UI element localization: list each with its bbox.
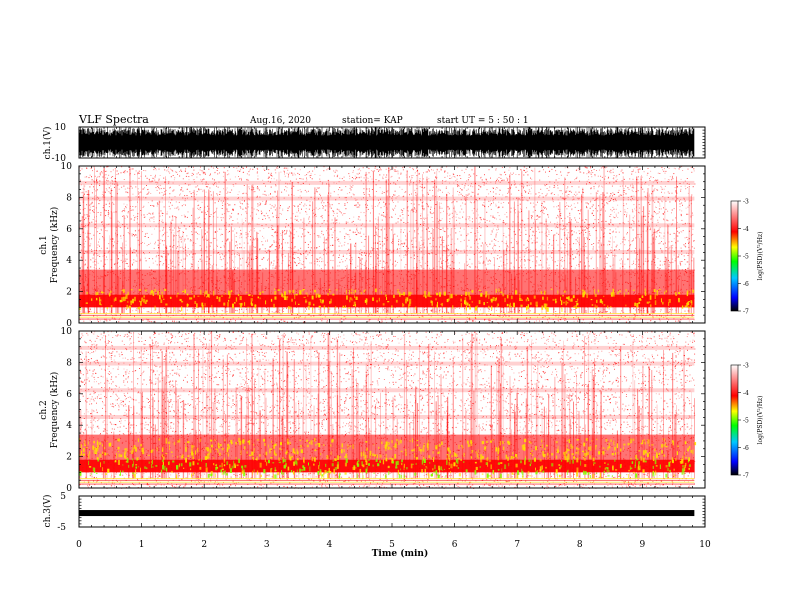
colorbar-tick-label: -6: [743, 445, 749, 452]
colorbar-tick-label: -7: [743, 309, 749, 316]
x-tick-label: 2: [201, 540, 207, 550]
frequency-tick-label: 6: [66, 225, 72, 235]
x-tick-label: 7: [514, 540, 520, 550]
colorbar-tick-label: -3: [743, 199, 749, 206]
frequency-tick-label: 0: [66, 484, 72, 494]
x-tick-label: 4: [327, 540, 333, 550]
colorbar-tick-label: -4: [743, 390, 749, 397]
x-axis-tick-labels: 0 1 2 3 4 5 6 7 8 9 10: [76, 540, 711, 550]
x-tick-label: 6: [452, 540, 458, 550]
frequency-tick-label: 8: [66, 193, 72, 203]
colorbar-tick-label: -4: [743, 226, 749, 233]
ch2-colorbar: -3 -4 -5 -6 -7 log(PSD)(V²/Hz): [730, 363, 764, 480]
figure-title: VLF Spectra: [78, 113, 149, 126]
frequency-tick-label: 0: [66, 319, 72, 329]
station-label: station= KAP: [342, 116, 403, 126]
ch1-waveform-line: [78, 127, 695, 158]
frequency-tick-label: 10: [61, 327, 73, 337]
colorbar-tick-label: -5: [743, 254, 749, 261]
ch1-ytick-top: 10: [55, 123, 67, 133]
ch2-spectrogram-image: [79, 331, 697, 489]
frequency-tick-label: 4: [66, 256, 72, 266]
ch2-spectrogram-panel: 0 2 4 6 8 10 ch.2 Frequency (kHz): [39, 327, 706, 494]
x-tick-label: 1: [139, 540, 145, 550]
ch3-waveform-ylabel: ch.3(V): [42, 495, 53, 528]
x-tick-label: 0: [76, 540, 82, 550]
colorbar-tick-label: -6: [743, 281, 749, 288]
frequency-tick-label: 2: [66, 288, 72, 298]
colorbar-tick-label: -3: [743, 363, 749, 370]
x-tick-label: 10: [699, 540, 711, 550]
ch1-waveform-ylabel: ch.1(V): [42, 127, 53, 160]
ch3-waveform-band: [79, 510, 695, 517]
colorbar-tick-label: -7: [743, 473, 749, 480]
x-tick-label: 9: [640, 540, 646, 550]
start-time-label: start UT = 5 : 50 : 1: [437, 116, 529, 126]
ch1-waveform-trace: [78, 127, 695, 158]
frequency-tick-label: 2: [66, 453, 72, 463]
x-tick-label: 5: [389, 540, 395, 550]
frequency-tick-label: 4: [66, 421, 72, 431]
date-label: Aug.16, 2020: [249, 116, 311, 126]
ch1-spectrogram-panel: 0 2 4 6 8 10 ch.1 Frequency (kHz): [39, 162, 706, 329]
ch1-ytick-bottom: -10: [52, 154, 67, 164]
ch2-spectrogram-ylabel-channel: ch.2: [39, 400, 49, 419]
ch3-ytick-bottom: -5: [57, 523, 66, 533]
ch1-spectrogram-ylabel-channel: ch.1: [39, 235, 49, 254]
ch1-waveform-panel: 10 -10 ch.1(V): [42, 123, 706, 164]
x-tick-label: 3: [264, 540, 270, 550]
ch2-spectrogram-ylabel-frequency: Frequency (kHz): [49, 372, 60, 449]
ch1-colorbar: -3 -4 -5 -6 -7 log(PSD)(V²/Hz): [730, 199, 764, 316]
x-axis-label: Time (min): [372, 548, 429, 559]
ch1-colorbar-label: log(PSD)(V²/Hz): [757, 232, 764, 281]
ch3-waveform-trace: [79, 510, 695, 517]
ch1-spectrogram-ylabel-frequency: Frequency (kHz): [49, 207, 60, 284]
ch2-colorbar-label: log(PSD)(V²/Hz): [757, 396, 764, 445]
ch3-ytick-top: 5: [60, 492, 66, 502]
frequency-tick-label: 6: [66, 390, 72, 400]
x-tick-label: 8: [577, 540, 583, 550]
colorbar-tick-label: -5: [743, 418, 749, 425]
ch3-waveform-panel: 5 -5 ch.3(V): [42, 492, 706, 533]
frequency-tick-label: 10: [61, 162, 73, 172]
ch1-spectrogram-image: [79, 166, 696, 324]
frequency-tick-label: 8: [66, 358, 72, 368]
